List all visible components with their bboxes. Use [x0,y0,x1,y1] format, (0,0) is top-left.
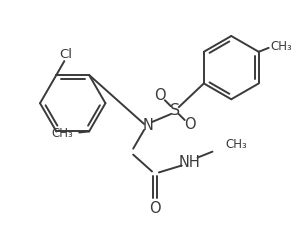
Text: O: O [149,201,161,217]
Text: S: S [170,103,180,118]
Text: Cl: Cl [59,48,72,61]
Text: CH₃: CH₃ [271,40,292,53]
Text: CH₃: CH₃ [225,138,247,151]
Text: NH: NH [179,155,201,170]
Text: O: O [184,117,195,132]
Text: O: O [154,88,166,103]
Text: CH₃: CH₃ [51,127,73,140]
Text: N: N [143,118,154,133]
